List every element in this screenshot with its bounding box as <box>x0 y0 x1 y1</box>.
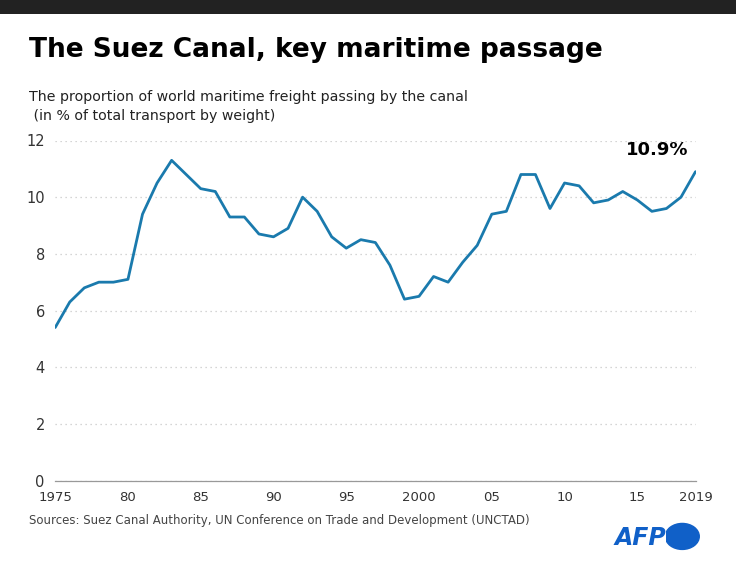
Text: Sources: Suez Canal Authority, UN Conference on Trade and Development (UNCTAD): Sources: Suez Canal Authority, UN Confer… <box>29 514 530 527</box>
Text: The proportion of world maritime freight passing by the canal
 (in % of total tr: The proportion of world maritime freight… <box>29 90 468 123</box>
Text: The Suez Canal, key maritime passage: The Suez Canal, key maritime passage <box>29 37 604 62</box>
Text: AFP: AFP <box>615 527 666 550</box>
Text: 10.9%: 10.9% <box>626 141 688 159</box>
Circle shape <box>665 523 699 550</box>
